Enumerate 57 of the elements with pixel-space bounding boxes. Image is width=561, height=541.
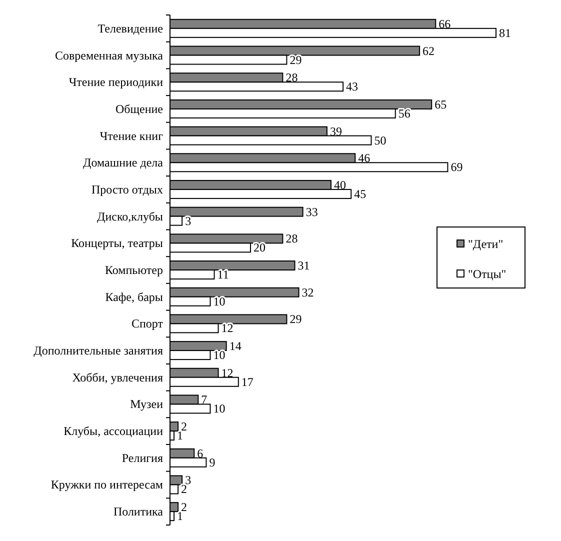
legend-label: "Отцы" xyxy=(468,267,506,281)
y-tick-label: Кружки по интересам xyxy=(50,478,164,492)
data-label: 66 xyxy=(438,16,451,31)
y-tick-label: Дополнительные занятия xyxy=(34,344,164,358)
y-tick-label: Диско,клубы xyxy=(97,209,163,224)
data-label: 14 xyxy=(229,339,242,354)
data-label: 10 xyxy=(213,294,226,308)
data-label: 12 xyxy=(221,366,234,380)
data-label: 20 xyxy=(253,240,266,255)
data-label: 29 xyxy=(290,312,302,326)
y-tick-label: Домашние дела xyxy=(83,156,164,170)
y-tick-label: Компьютер xyxy=(104,263,163,277)
y-tick-label: Хобби, увлечения xyxy=(72,370,164,384)
y-tick-label: Телевидение xyxy=(98,21,163,36)
y-tick-label: Современная музыка xyxy=(55,48,164,62)
data-label: 11 xyxy=(217,268,229,282)
data-label: 33 xyxy=(306,204,318,219)
data-label: 45 xyxy=(354,186,366,201)
data-label: 56 xyxy=(398,106,410,120)
data-label: 62 xyxy=(422,44,435,58)
data-label: 50 xyxy=(374,133,386,148)
y-tick-label: Музеи xyxy=(130,397,164,412)
data-label: 12 xyxy=(221,321,234,336)
y-tick-label: Чтение книг xyxy=(100,128,164,143)
y-tick-label: Общение xyxy=(115,102,163,116)
y-tick-label: Чтение периодики xyxy=(68,75,164,90)
data-label: 9 xyxy=(209,455,216,470)
data-label: 7 xyxy=(201,392,208,407)
data-label: 29 xyxy=(290,52,302,67)
y-tick-label: Клубы, ассоциации xyxy=(64,424,164,438)
data-label: 28 xyxy=(286,70,298,85)
data-label: 43 xyxy=(346,80,358,94)
data-label: 10 xyxy=(213,348,226,362)
data-label: 28 xyxy=(286,232,298,246)
data-label: 65 xyxy=(434,97,447,112)
data-label: 3 xyxy=(185,473,192,488)
data-label: 2 xyxy=(181,500,188,514)
y-tick-label: Спорт xyxy=(131,316,164,331)
data-label: 46 xyxy=(358,151,370,166)
data-label: 81 xyxy=(499,26,511,40)
data-label: 69 xyxy=(450,160,463,174)
data-label: 40 xyxy=(334,178,346,192)
data-label: 2 xyxy=(181,482,188,496)
data-label: 17 xyxy=(241,374,254,389)
y-tick-label: Просто отдых xyxy=(92,182,163,196)
y-tick-label: Политика xyxy=(113,504,164,519)
y-tick-label: Концерты, театры xyxy=(71,236,163,250)
data-label: 6 xyxy=(197,446,204,460)
data-label: 32 xyxy=(302,285,314,300)
y-tick-label: Кафе, бары xyxy=(105,290,163,304)
data-label: 2 xyxy=(181,420,188,434)
data-label: 31 xyxy=(298,258,310,272)
data-label: 3 xyxy=(185,214,192,228)
data-label: 39 xyxy=(330,124,342,138)
y-tick-label: Религия xyxy=(122,450,164,465)
data-label: 10 xyxy=(213,402,226,416)
legend-label: "Дети" xyxy=(468,237,504,251)
